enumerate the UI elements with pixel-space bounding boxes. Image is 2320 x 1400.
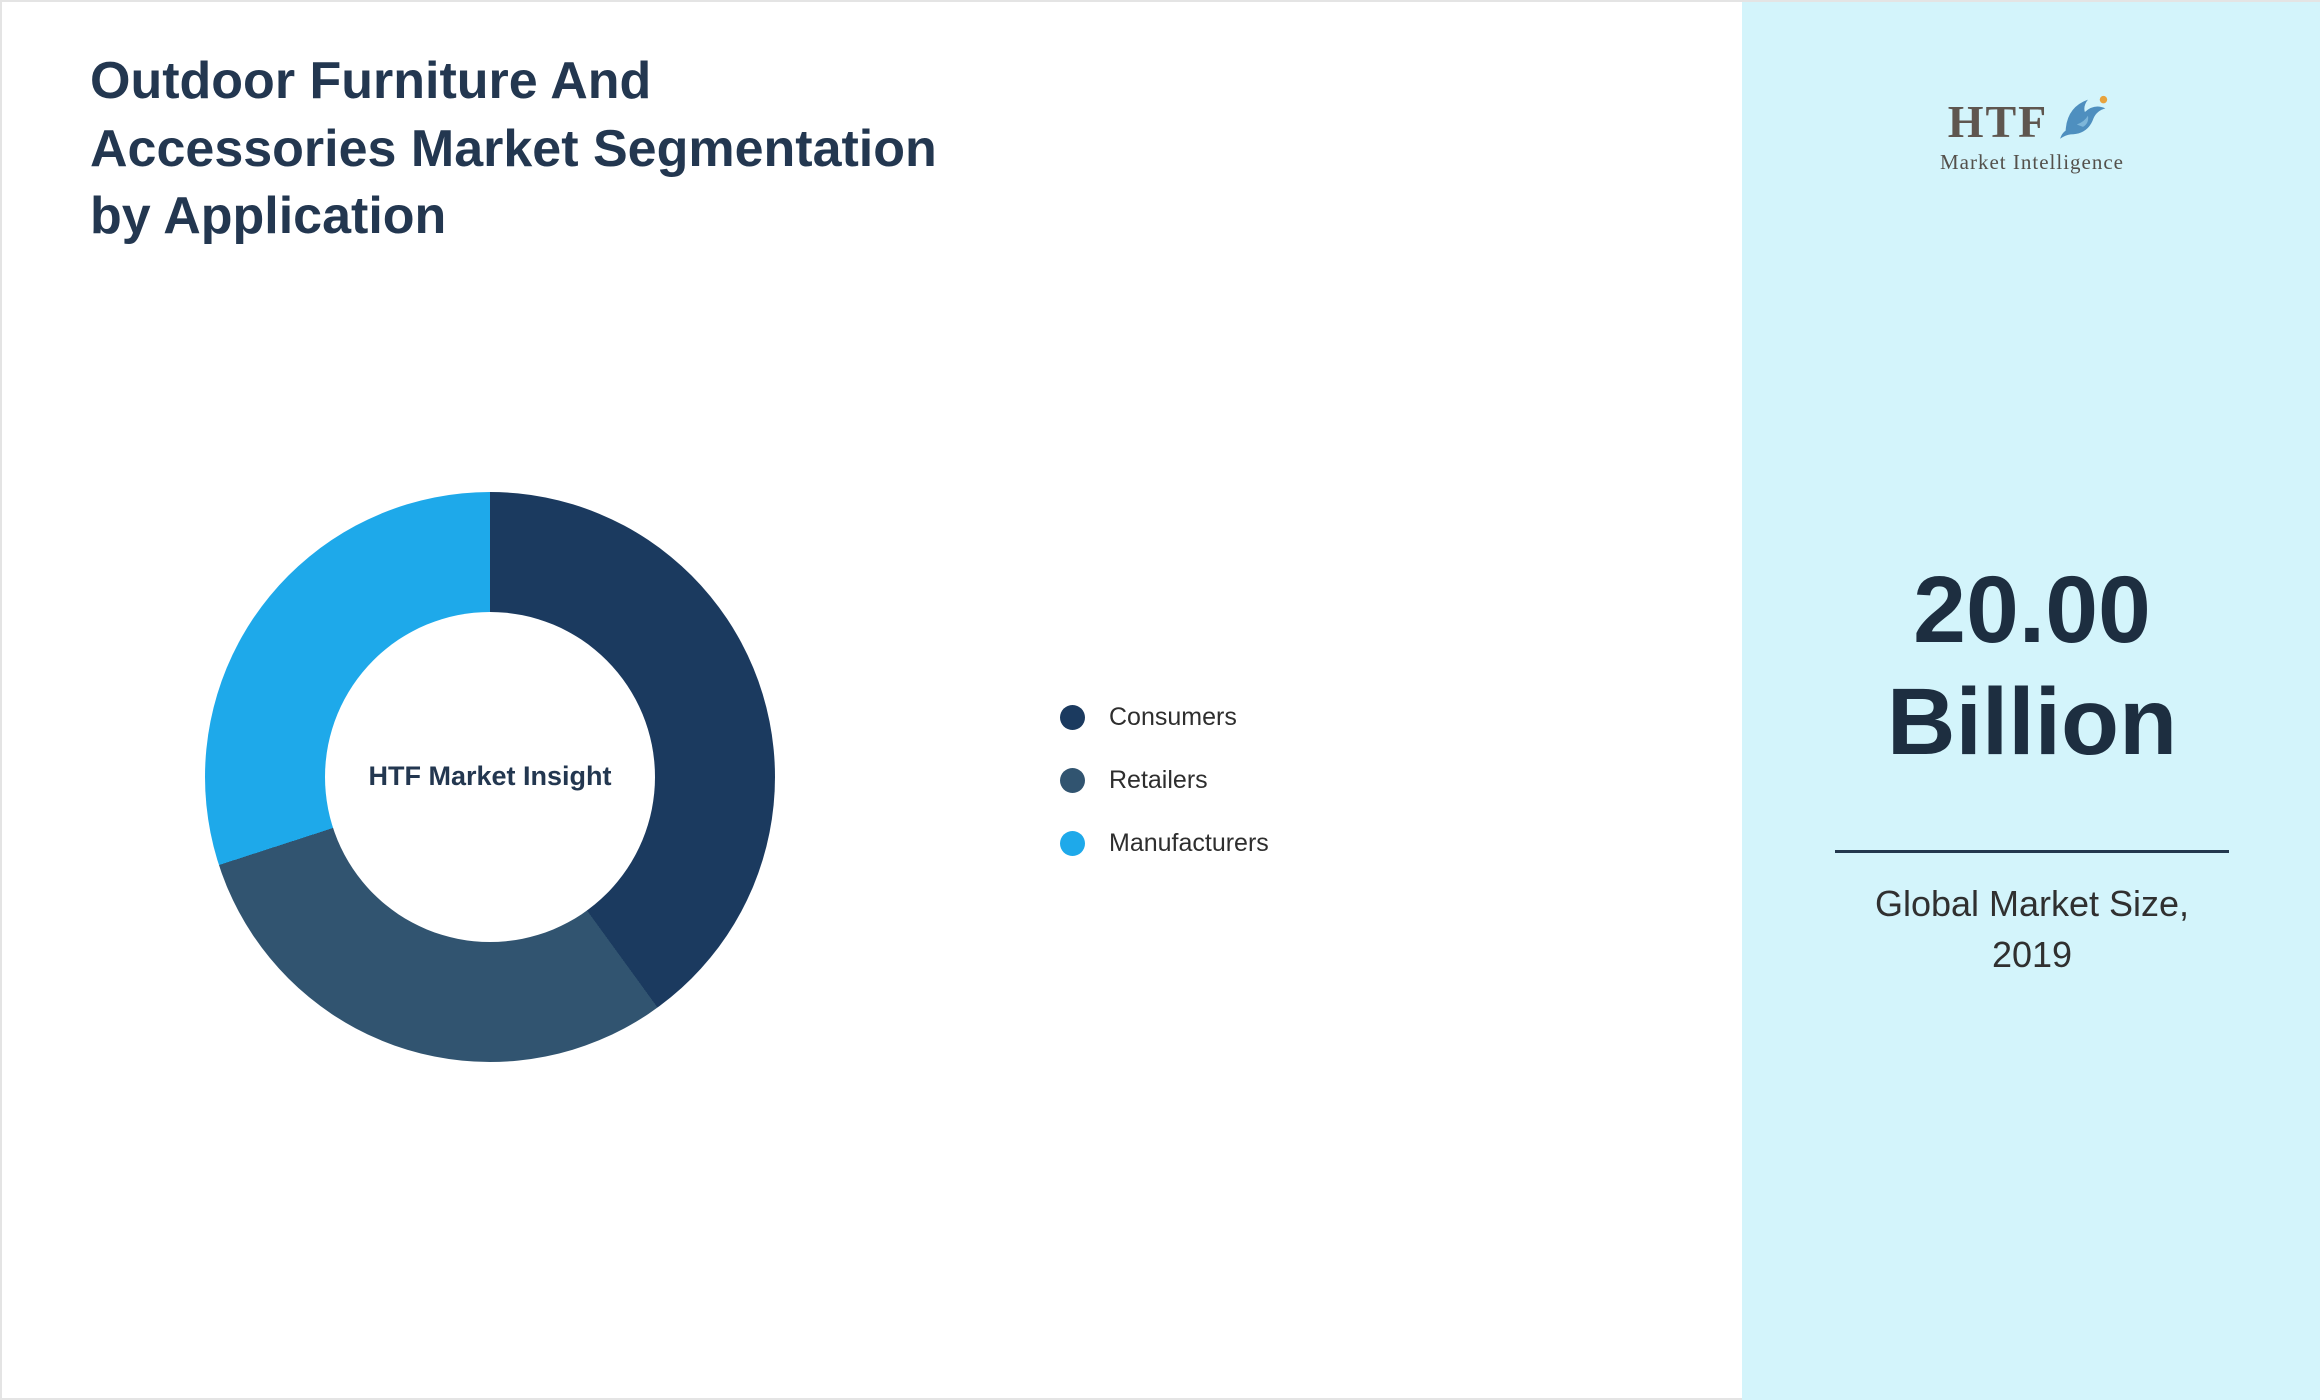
donut-chart: HTF Market Insight: [205, 492, 775, 1062]
title-line-3: by Application: [90, 187, 447, 246]
legend-dot-consumers: [1060, 704, 1085, 730]
caption-line-2: 2019: [1991, 934, 2073, 976]
legend-dot-manufacturers: [1060, 830, 1085, 856]
donut-center-label: HTF Market Insight: [368, 761, 612, 792]
dolphin-icon: [2060, 95, 2108, 139]
market-size-caption: Global Market Size, 2019: [1742, 878, 2320, 980]
htf-logo: HTF Market Intelligence: [1742, 94, 2320, 175]
page-title: Outdoor Furniture And Accessories Market…: [90, 48, 1090, 251]
market-size-line-1: 20.00: [1913, 557, 2151, 663]
chart-legend: Consumers Retailers Manufacturers: [1060, 702, 1269, 858]
legend-item-manufacturers: Manufacturers: [1060, 828, 1269, 858]
title-line-1: Outdoor Furniture And: [90, 52, 652, 110]
logo-subtext: Market Intelligence: [1939, 150, 2124, 174]
sidebar: HTF Market Intelligence 20.00 Billion Gl…: [1742, 2, 2320, 1400]
donut-center: HTF Market Insight: [325, 612, 655, 942]
legend-item-retailers: Retailers: [1060, 765, 1269, 795]
market-size-value: 20.00 Billion: [1742, 554, 2320, 778]
logo-row: HTF: [1742, 94, 2320, 148]
legend-item-consumers: Consumers: [1060, 702, 1269, 732]
legend-label-retailers: Retailers: [1109, 765, 1208, 794]
logo-text: HTF: [1947, 95, 2049, 147]
legend-label-consumers: Consumers: [1109, 702, 1237, 731]
market-size-line-2: Billion: [1886, 669, 2178, 776]
title-line-2: Accessories Market Segmentation: [90, 119, 937, 178]
divider-line: [1835, 850, 2229, 853]
caption-line-1: Global Market Size,: [1874, 883, 2190, 924]
legend-label-manufacturers: Manufacturers: [1109, 828, 1269, 857]
legend-dot-retailers: [1060, 767, 1085, 793]
